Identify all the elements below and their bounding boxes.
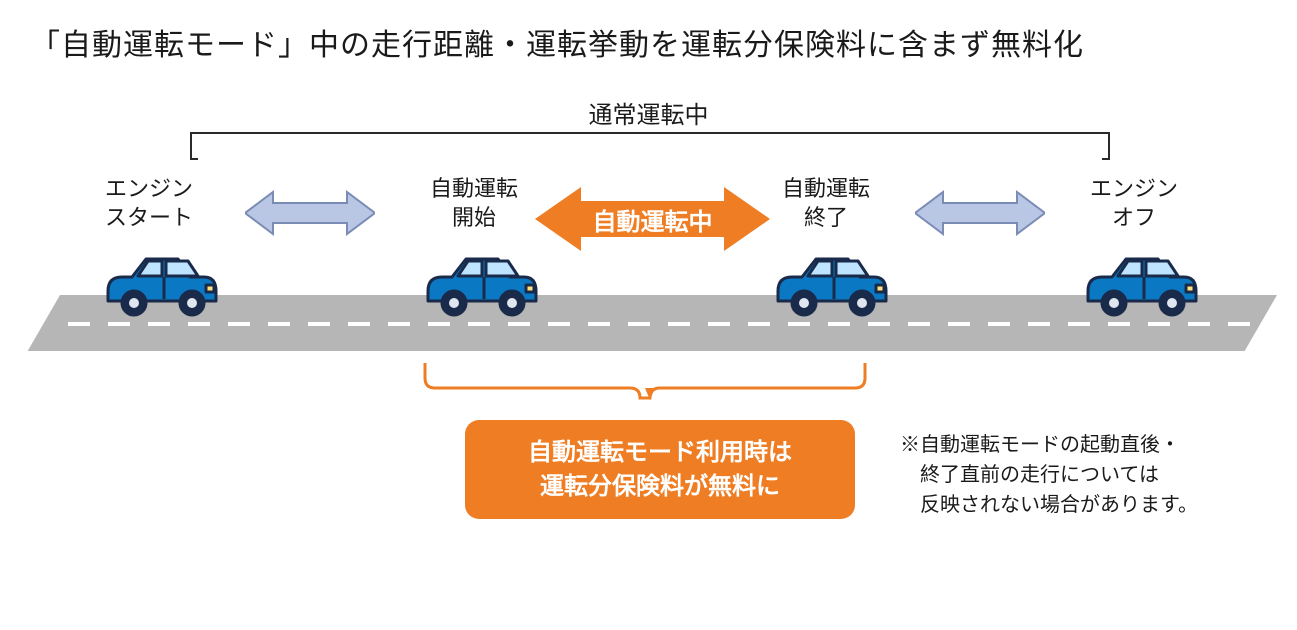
callout-free-premium: 自動運転モード利用時は運転分保険料が無料に (465, 420, 855, 519)
orange-double-arrow-icon: 自動運転中 (535, 184, 770, 254)
phase-auto-start: 自動運転開始 (430, 175, 518, 232)
bracket-top (190, 132, 1110, 158)
blue-double-arrow-icon (245, 190, 375, 236)
road-dashes (68, 322, 1279, 326)
phase-engine-off: エンジンオフ (1090, 175, 1178, 232)
car-icon (1080, 245, 1200, 319)
page-title: 「自動運転モード」中の走行距離・運転挙動を運転分保険料に含まず無料化 (30, 20, 1084, 64)
brace-bottom (420, 360, 880, 405)
car-icon (420, 245, 540, 319)
car-icon (770, 245, 890, 319)
car-icon (100, 245, 220, 319)
phase-auto-end: 自動運転終了 (782, 175, 870, 232)
blue-double-arrow-icon (915, 190, 1045, 236)
phase-engine-start: エンジンスタート (105, 175, 193, 232)
normal-driving-label: 通常運転中 (0, 95, 1297, 130)
footnote: ※自動運転モードの起動直後・ 終了直前の走行については 反映されない場合がありま… (900, 430, 1280, 520)
